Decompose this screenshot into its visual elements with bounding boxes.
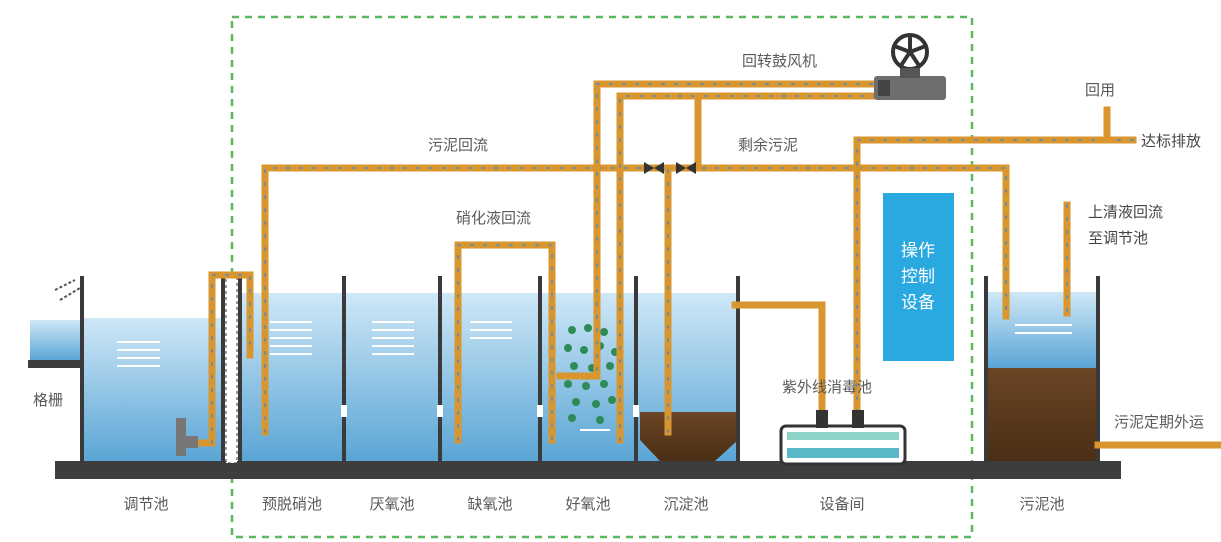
supernatant-label-2: 至调节池 (1088, 229, 1148, 247)
control-label-1: 操作 (901, 241, 935, 261)
tank-label-equipment-room: 设备间 (819, 495, 864, 513)
discharge-label: 达标排放 (1141, 132, 1201, 150)
tank-label-tiaojie: 调节池 (123, 495, 168, 513)
reuse-label: 回用 (1085, 81, 1115, 99)
equipment-boundary (230, 15, 974, 539)
grating-icon (54, 279, 81, 301)
aeration-bubbles (564, 324, 619, 424)
tank-label-sedimentation: 沉淀池 (663, 495, 708, 513)
lift-pump-icon (176, 418, 186, 456)
tank-walls (80, 276, 1100, 463)
ground-slab (55, 461, 1121, 479)
excess-sludge-label: 剩余污泥 (738, 136, 798, 154)
sludge-tank-sludge (986, 368, 1098, 461)
uv-disinfection-tank (779, 410, 907, 466)
sludge-return-label: 污泥回流 (428, 136, 488, 154)
tank-label-predenitrification: 预脱硝池 (262, 495, 322, 513)
grating-label: 格栅 (33, 391, 63, 409)
uv-tank-label: 紫外线消毒池 (782, 378, 872, 396)
control-equipment-box (883, 193, 954, 361)
inlet-channel-floor (28, 360, 82, 368)
sludge-outside-label: 污泥定期外运 (1114, 413, 1204, 431)
tank-label-anoxic: 缺氧池 (467, 495, 512, 513)
control-label-3: 设备 (901, 293, 935, 313)
control-label-2: 控制 (901, 267, 935, 287)
tank-label-aerobic: 好氧池 (565, 495, 610, 513)
inlet-water (30, 320, 82, 360)
wall-openings (341, 405, 639, 417)
tank-label-sludge-tank: 污泥池 (1019, 495, 1064, 513)
grille-divider (225, 275, 238, 464)
blower-machine (874, 33, 946, 100)
supernatant-label-1: 上清液回流 (1088, 203, 1163, 221)
nitrate-return-label: 硝化液回流 (456, 209, 531, 227)
water-surface-marks (117, 321, 1072, 431)
pipe-network (196, 80, 1221, 449)
tank-label-anaerobic: 厌氧池 (369, 495, 414, 513)
valve-icon (644, 162, 696, 174)
blower-label: 回转鼓风机 (742, 52, 817, 70)
